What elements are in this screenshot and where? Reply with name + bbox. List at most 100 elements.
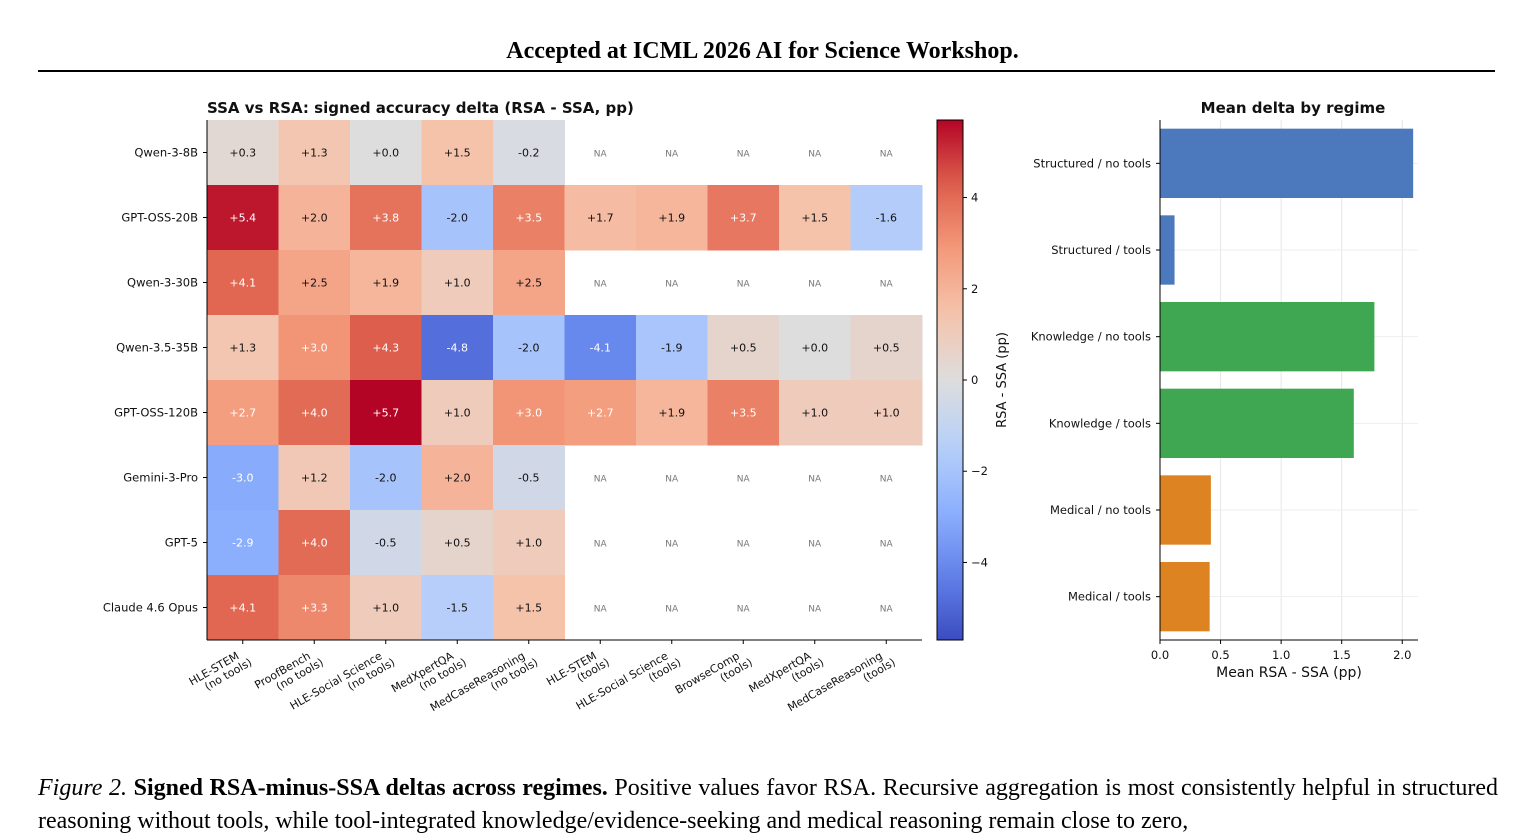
heatmap-row-label: Gemini-3-Pro — [123, 471, 198, 485]
heatmap-cell-label: -1.5 — [447, 602, 468, 615]
heatmap-cell-label: NA — [737, 280, 751, 290]
bar-panel: Mean delta by regime Structured / no tool… — [1031, 99, 1418, 681]
heatmap-col-label: HLE-STEM(no tools) — [187, 645, 254, 698]
heatmap-cell-label: +4.1 — [229, 277, 256, 290]
heatmap-cell-label: +0.0 — [801, 342, 828, 355]
bar-x-axis-label: Mean RSA - SSA (pp) — [1216, 665, 1362, 681]
heatmap-cell-label: NA — [594, 605, 608, 615]
heatmap-cell-label: -1.6 — [876, 212, 897, 225]
heatmap-cell-label: NA — [665, 605, 679, 615]
heatmap-cell-label: -1.9 — [661, 342, 682, 355]
heatmap-cell-label: NA — [808, 605, 822, 615]
heatmap-cell — [350, 250, 422, 316]
figure-caption: Figure 2. Signed RSA-minus-SSA deltas ac… — [38, 772, 1498, 838]
heatmap-cell — [493, 185, 565, 251]
colorbar-tick-label: 0 — [971, 373, 978, 387]
heatmap-cell-label: -2.0 — [375, 472, 396, 485]
bar — [1160, 388, 1354, 458]
heatmap-cell — [278, 250, 351, 316]
bar-x-tick-label: 1.0 — [1272, 648, 1290, 662]
heatmap-cell-label: NA — [737, 540, 751, 550]
heatmap-cell — [850, 185, 923, 251]
heatmap-row-label: GPT-OSS-20B — [121, 211, 198, 225]
heatmap-cell-label: +1.5 — [801, 212, 828, 225]
bar-category-label: Medical / tools — [1068, 590, 1151, 604]
bar-x-tick-label: 2.0 — [1393, 648, 1411, 662]
heatmap-title: SSA vs RSA: signed accuracy delta (RSA -… — [207, 99, 634, 117]
caption-title: Signed RSA-minus-SSA deltas across regim… — [133, 775, 608, 801]
heatmap-cell-label: +3.5 — [515, 212, 542, 225]
heatmap-row-label: Qwen-3-30B — [127, 276, 198, 290]
heatmap-cell — [493, 315, 565, 381]
heatmap-cell — [207, 380, 279, 446]
heatmap-cell — [707, 315, 780, 381]
heatmap-cell-label: NA — [808, 280, 822, 290]
heatmap-cell — [564, 315, 637, 381]
header-rule — [38, 70, 1495, 72]
heatmap-cell — [421, 575, 494, 641]
heatmap-row-label: GPT-5 — [165, 536, 198, 550]
heatmap-cell — [278, 185, 351, 251]
bar — [1160, 128, 1414, 198]
heatmap-cell — [421, 315, 494, 381]
heatmap-cell-label: +1.2 — [301, 472, 328, 485]
heatmap-cell-label: +4.3 — [372, 342, 399, 355]
heatmap-cell-label: -2.9 — [232, 537, 253, 550]
heatmap-cell-label: NA — [594, 280, 608, 290]
heatmap-cell — [779, 380, 851, 446]
heatmap-row-label: Qwen-3.5-35B — [116, 341, 198, 355]
heatmap-cell-label: +4.0 — [301, 537, 328, 550]
heatmap-cell-label: +1.0 — [873, 407, 900, 420]
heatmap-cell — [278, 120, 351, 186]
bar — [1160, 302, 1375, 372]
heatmap-cell-label: +3.0 — [301, 342, 328, 355]
heatmap-cell — [636, 315, 708, 381]
heatmap-cell-label: +2.7 — [229, 407, 256, 420]
caption-text: Positive values favor RSA. Recursive agg… — [38, 775, 1499, 834]
bar-x-tick-label: 0.5 — [1211, 648, 1229, 662]
heatmap-cell-label: +3.0 — [515, 407, 542, 420]
heatmap-cell-label: NA — [808, 540, 822, 550]
heatmap-cell — [350, 445, 422, 511]
heatmap-cell — [278, 510, 351, 576]
bar-category-label: Structured / tools — [1051, 243, 1151, 257]
heatmap-cell-label: +0.5 — [444, 537, 471, 550]
heatmap-cell — [421, 380, 494, 446]
heatmap-cell-label: NA — [737, 605, 751, 615]
heatmap-cell — [207, 575, 279, 641]
heatmap-cell — [421, 120, 494, 186]
heatmap-cell — [421, 185, 494, 251]
heatmap-cell-label: NA — [737, 150, 751, 160]
heatmap-cell — [493, 445, 565, 511]
heatmap-cell-label: +1.9 — [658, 407, 685, 420]
heatmap-cell — [636, 380, 708, 446]
heatmap-cell-label: +1.7 — [587, 212, 614, 225]
heatmap-cell-label: +1.0 — [444, 277, 471, 290]
bar-category-label: Knowledge / no tools — [1031, 330, 1151, 344]
heatmap-cell — [493, 380, 565, 446]
heatmap-cell-label: NA — [808, 475, 822, 485]
heatmap-cell-label: -0.5 — [518, 472, 539, 485]
heatmap-cell-label: +1.9 — [658, 212, 685, 225]
heatmap-cell — [493, 250, 565, 316]
heatmap-cell — [207, 315, 279, 381]
heatmap-cell-label: NA — [880, 475, 894, 485]
heatmap-cell-label: -4.1 — [590, 342, 611, 355]
bar — [1160, 475, 1211, 545]
bar-x-tick-label: 1.5 — [1333, 648, 1351, 662]
heatmap-cell — [207, 250, 279, 316]
heatmap-cell — [779, 315, 851, 381]
heatmap-cell — [779, 185, 851, 251]
bar-category-label: Knowledge / tools — [1049, 416, 1151, 430]
heatmap-cell-label: NA — [665, 150, 679, 160]
heatmap-cell — [636, 185, 708, 251]
heatmap-cell — [493, 575, 565, 641]
heatmap-cell — [350, 575, 422, 641]
heatmap-cell-label: +2.0 — [444, 472, 471, 485]
heatmap-cell-label: NA — [808, 150, 822, 160]
heatmap-row-label: Claude 4.6 Opus — [103, 601, 198, 615]
heatmap-cell-label: +1.5 — [444, 147, 471, 160]
colorbar — [936, 119, 964, 641]
heatmap-cell — [850, 380, 923, 446]
heatmap-cell — [707, 185, 780, 251]
